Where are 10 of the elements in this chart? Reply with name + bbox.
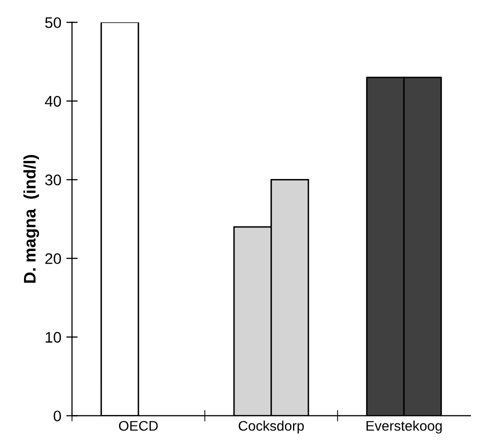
y-tick-label: 40 <box>44 96 61 107</box>
y-tick-label: 30 <box>45 174 61 186</box>
y-tick-label: 20 <box>45 253 61 264</box>
y-axis-title: D. magna (ind/l) <box>23 155 40 283</box>
y-tick-label: 50 <box>45 17 61 28</box>
y-tick-label: 10 <box>46 332 61 343</box>
x-tick-label: Cocksdorp <box>238 420 304 434</box>
x-tick-label: Everstekoog <box>366 420 442 434</box>
y-tick-label: 0 <box>54 410 61 422</box>
x-tick-label: OECD <box>118 420 158 431</box>
